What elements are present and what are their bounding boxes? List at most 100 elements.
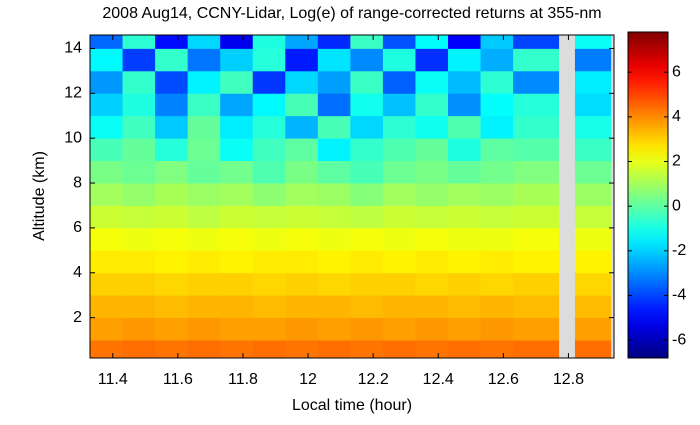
heatmap-cell: [513, 70, 560, 94]
heatmap-cell: [415, 340, 449, 359]
heatmap-cell: [513, 183, 560, 206]
heatmap-cell: [448, 48, 481, 72]
heatmap-cell: [90, 250, 123, 274]
heatmap-cell: [513, 295, 560, 319]
heatmap-cell: [187, 205, 221, 229]
heatmap-cell: [285, 317, 319, 341]
heatmap-cell: [90, 93, 123, 117]
heatmap-cell: [480, 70, 514, 94]
x-tick-label: 12.2: [358, 371, 389, 388]
heatmap-cell: [90, 160, 123, 184]
heatmap-cell: [252, 183, 286, 206]
heatmap-cell: [574, 272, 612, 296]
heatmap-cell: [220, 70, 254, 94]
heatmap-cell: [350, 295, 384, 319]
heatmap-cell: [415, 35, 449, 49]
x-tick-label: 12.4: [423, 371, 454, 388]
heatmap-cell: [574, 250, 612, 274]
heatmap-cell: [285, 160, 319, 184]
heatmap-cell: [382, 35, 416, 49]
heatmap-cell: [448, 93, 481, 117]
heatmap-cell: [480, 183, 514, 206]
heatmap-cell: [574, 183, 612, 206]
heatmap-cell: [155, 93, 189, 117]
heatmap-cell: [155, 272, 189, 296]
heatmap-cell: [350, 250, 384, 274]
heatmap-cell: [122, 115, 156, 139]
heatmap-cell: [90, 48, 123, 72]
y-tick-label: 8: [73, 174, 82, 191]
heatmap-cell: [574, 115, 612, 139]
heatmap-cell: [252, 295, 286, 319]
heatmap-cell: [187, 35, 221, 49]
heatmap-cell: [574, 160, 612, 184]
heatmap-cell: [155, 317, 189, 341]
heatmap-cell: [382, 115, 416, 139]
heatmap-cell: [382, 227, 416, 251]
heatmap-cell: [415, 160, 449, 184]
heatmap-cell: [252, 160, 286, 184]
heatmap-cell: [448, 183, 481, 206]
heatmap-cell: [513, 272, 560, 296]
colorbar-tick-label: 4: [672, 108, 681, 125]
x-tick-label: 11.8: [228, 371, 258, 388]
heatmap-cell: [574, 35, 612, 49]
heatmap-cell: [415, 93, 449, 117]
heatmap-cell: [90, 227, 123, 251]
colorbar-tick-label: -2: [672, 242, 686, 259]
heatmap-cell: [122, 35, 156, 49]
heatmap-cell: [513, 250, 560, 274]
heatmap-cell: [155, 48, 189, 72]
heatmap-cell: [448, 35, 481, 49]
heatmap-cell: [155, 227, 189, 251]
y-tick-label: 2: [73, 309, 82, 326]
heatmap-cell: [350, 227, 384, 251]
heatmap-cell: [513, 48, 560, 72]
heatmap-cell: [285, 93, 319, 117]
heatmap-cell: [317, 205, 351, 229]
heatmap-cell: [480, 317, 514, 341]
heatmap-cell: [220, 295, 254, 319]
heatmap-cell: [448, 138, 481, 162]
x-tick-label: 11.4: [98, 371, 128, 388]
heatmap-cell: [382, 48, 416, 72]
heatmap-cell: [187, 317, 221, 341]
heatmap-cell: [220, 138, 254, 162]
heatmap-cell: [285, 250, 319, 274]
heatmap-cell: [480, 138, 514, 162]
heatmap-cell: [415, 295, 449, 319]
heatmap-cell: [382, 317, 416, 341]
heatmap-cell: [448, 340, 481, 359]
heatmap-cell: [574, 48, 612, 72]
heatmap-cell: [382, 250, 416, 274]
heatmap-cell: [350, 272, 384, 296]
heatmap-cell: [220, 340, 254, 359]
heatmap-cell: [415, 250, 449, 274]
heatmap-cell: [382, 183, 416, 206]
heatmap-cell: [90, 138, 123, 162]
heatmap-cell: [382, 272, 416, 296]
heatmap-cell: [252, 340, 286, 359]
heatmap-cell: [187, 70, 221, 94]
heatmap-cell: [220, 183, 254, 206]
heatmap-cell: [155, 205, 189, 229]
heatmap-cell: [285, 70, 319, 94]
heatmap-cell: [220, 227, 254, 251]
heatmap-cell: [448, 115, 481, 139]
heatmap-cell: [220, 48, 254, 72]
heatmap-cell: [285, 115, 319, 139]
heatmap-cell: [448, 272, 481, 296]
heatmap-cell: [155, 183, 189, 206]
heatmap-cell: [252, 138, 286, 162]
heatmap-cell: [220, 272, 254, 296]
heatmap-cell: [480, 295, 514, 319]
heatmap-cell: [285, 138, 319, 162]
heatmap-cell: [480, 115, 514, 139]
heatmap-cell: [317, 340, 351, 359]
heatmap-cell: [480, 272, 514, 296]
heatmap-cell: [382, 205, 416, 229]
heatmap-cell: [90, 295, 123, 319]
heatmap-cell: [285, 272, 319, 296]
heatmap-cell: [155, 115, 189, 139]
